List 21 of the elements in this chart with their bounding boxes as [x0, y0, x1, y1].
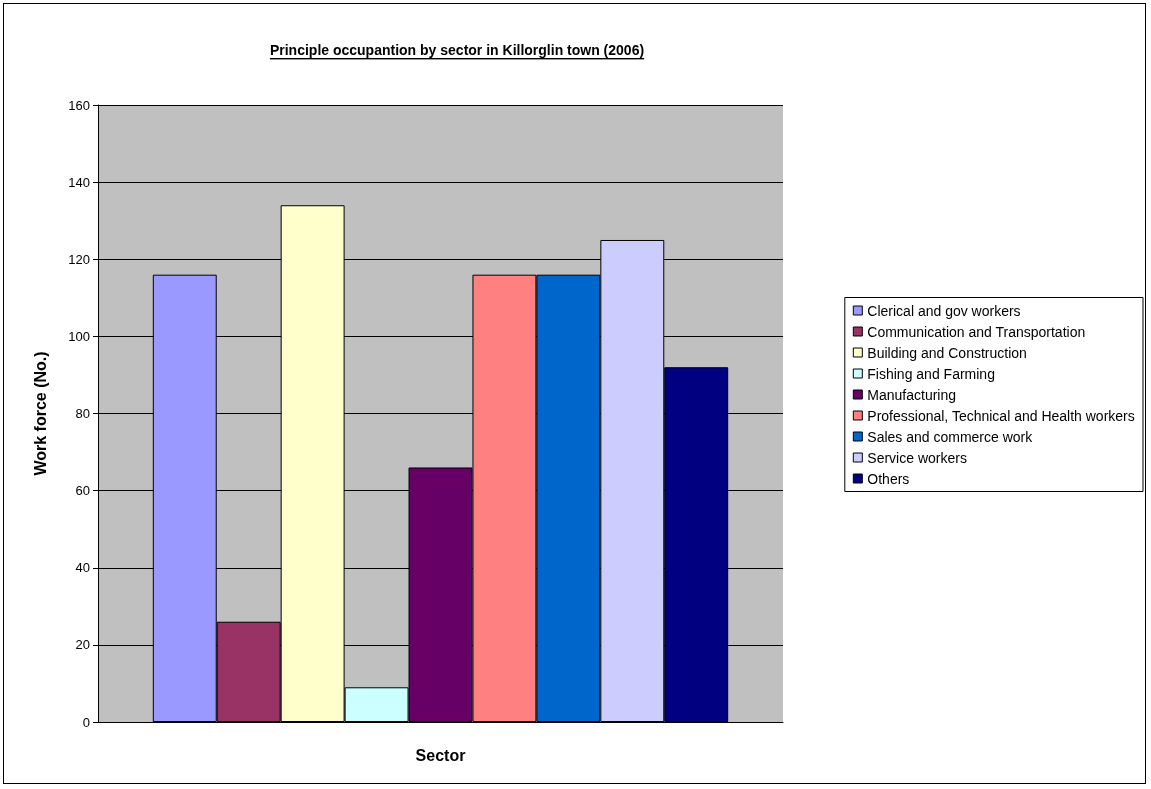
legend-label: Sales and commerce work: [867, 428, 1034, 445]
y-tick-label: 80: [75, 406, 90, 421]
y-tick-label: 120: [68, 251, 90, 267]
legend-label: Professional, Technical and Health workers: [867, 407, 1135, 424]
legend-label: Communication and Transportation: [867, 323, 1086, 340]
y-tick-label: 20: [75, 637, 90, 653]
legend-label: Manufacturing: [867, 386, 957, 403]
y-axis-title: Work force (No.): [31, 351, 49, 476]
legend-label: Fishing and Farming: [867, 365, 995, 382]
y-tick-label: 160: [68, 97, 90, 113]
y-tick-label: 140: [68, 174, 90, 190]
chart-title: Principle occupantion by sector in Killorglin town (2006): [269, 42, 645, 58]
legend-label: Service workers: [867, 449, 967, 466]
x-axis-title: Sector: [415, 746, 466, 764]
y-tick-label: 0: [82, 714, 90, 730]
legend-label: Others: [867, 470, 910, 487]
legend-label: Building and Construction: [867, 344, 1027, 361]
y-tick-label: 100: [68, 328, 90, 344]
legend-label: Clerical and gov workers: [867, 302, 1021, 319]
y-tick-label: 60: [75, 483, 90, 499]
y-tick-label: 40: [75, 560, 90, 576]
